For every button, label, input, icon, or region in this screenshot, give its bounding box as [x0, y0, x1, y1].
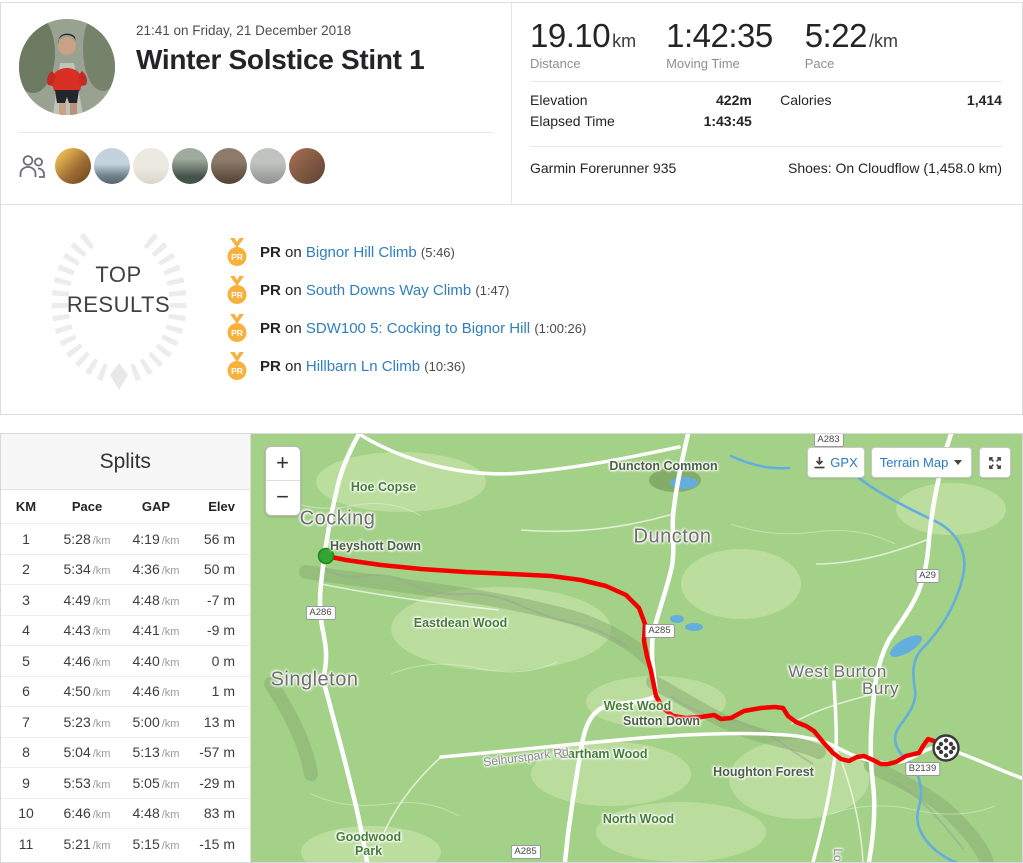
stat-elapsed-time: Elapsed Time 1:43:45 — [530, 113, 752, 129]
split-row[interactable]: 8 5:04/km 5:13/km -57 m — [1, 736, 250, 768]
stat-calories: Calories 1,414 — [780, 92, 1002, 108]
road-shield: A285 — [510, 845, 541, 859]
map-town-label: West Burton — [788, 662, 887, 681]
split-row[interactable]: 4 4:43/km 4:41/km -9 m — [1, 614, 250, 646]
split-row[interactable]: 11 5:21/km 5:15/km -15 m — [1, 828, 250, 859]
achievement-row: PR PR on Bignor Hill Climb (5:46) — [226, 233, 1022, 271]
fullscreen-button[interactable] — [978, 447, 1011, 478]
road-shield: A283 — [813, 434, 844, 447]
gpx-label: GPX — [830, 455, 858, 470]
achievement-row: PR PR on South Downs Way Climb (1:47) — [226, 271, 1022, 309]
achievement-list: PR PR on Bignor Hill Climb (5:46) PR PR … — [226, 205, 1022, 414]
map-terrain-label: Houghton Forest — [713, 765, 814, 779]
map-zoom-control: + − — [264, 446, 301, 516]
primary-stat-pace: 5:22/km Pace — [804, 17, 898, 71]
map-town-label: Duncton — [633, 525, 712, 548]
pr-medal-icon: PR — [227, 275, 247, 304]
activity-datetime: 21:41 on Friday, 21 December 2018 — [136, 23, 352, 38]
svg-text:PR: PR — [231, 289, 243, 299]
splits-title: Splits — [1, 434, 250, 490]
device-name: Garmin Forerunner 935 — [530, 160, 677, 176]
split-row[interactable]: 2 5:34/km 4:36/km 50 m — [1, 553, 250, 585]
map-canvas — [250, 434, 1022, 862]
activity-title: Winter Solstice Stint 1 — [136, 44, 425, 75]
kudos-avatar-6[interactable] — [250, 148, 286, 184]
download-icon — [814, 456, 825, 469]
map-terrain-label: Sutton Down — [622, 714, 701, 728]
splits-column-headers: KM Pace GAP Elev — [15, 499, 235, 514]
shoes-info: Shoes: On Cloudflow (1,458.0 km) — [788, 160, 1002, 176]
athletes-group-icon — [19, 155, 45, 178]
kudos-avatar-7[interactable] — [289, 148, 325, 184]
map-town-label: Cocking — [299, 507, 376, 530]
route-finish-marker — [931, 734, 960, 762]
activity-card: 21:41 on Friday, 21 December 2018 Winter… — [0, 2, 1023, 415]
split-row[interactable]: 7 5:23/km 5:00/km 13 m — [1, 706, 250, 737]
chevron-down-icon — [954, 460, 963, 465]
kudos-avatar-5[interactable] — [211, 148, 247, 184]
divider — [530, 146, 1002, 147]
segment-link[interactable]: South Downs Way Climb — [305, 281, 472, 299]
split-row[interactable]: 5 4:46/km 4:40/km 0 m — [1, 645, 250, 676]
map-town-label: Singleton — [270, 668, 359, 691]
svg-text:PR: PR — [231, 365, 243, 375]
segment-link[interactable]: Bignor Hill Climb — [305, 243, 417, 261]
map-wood-label: Goodwood Park — [335, 830, 402, 858]
map-terrain-label: Duncton Common — [609, 459, 718, 473]
zoom-in-button[interactable]: + — [265, 447, 300, 481]
map-layer-label: Terrain Map — [879, 455, 949, 470]
kudos-avatar-1[interactable] — [55, 148, 91, 184]
top-results-section: TOP RESULTS PR PR on Bignor Hill Climb (… — [1, 204, 1022, 414]
fullscreen-icon — [988, 456, 1001, 469]
splits-table-body: 1 5:28/km 4:19/km 56 m 2 5:34/km 4:36/km… — [1, 523, 250, 859]
pr-medal-icon: PR — [227, 313, 247, 342]
map-layer-dropdown[interactable]: Terrain Map — [870, 447, 972, 478]
split-row[interactable]: 1 5:28/km 4:19/km 56 m — [1, 523, 250, 554]
achievement-row: PR PR on Hillbarn Ln Climb (10:36) — [226, 347, 1022, 385]
map-town-label: Bury — [862, 679, 899, 698]
achievement-row: PR PR on SDW100 5: Cocking to Bignor Hil… — [226, 309, 1022, 347]
primary-stats: 19.10 km Distance 1:42:35 Moving Time 5:2… — [530, 17, 1002, 71]
road-shield: A286 — [305, 606, 336, 620]
map-wood-label: Hoe Copse — [350, 480, 417, 494]
divider — [530, 81, 1002, 82]
svg-text:PR: PR — [231, 251, 243, 261]
split-row[interactable]: 9 5:53/km 5:05/km -29 m — [1, 767, 250, 798]
kudos-avatar-3[interactable] — [133, 148, 169, 184]
top-results-heading: TOP RESULTS — [66, 262, 171, 317]
split-row[interactable]: 10 6:46/km 4:48/km 83 m — [1, 797, 250, 829]
splits-panel: Splits KM Pace GAP Elev 1 5:28/km 4:19/k… — [1, 434, 251, 862]
map-wood-label: Eastdean Wood — [413, 616, 508, 630]
divider — [18, 132, 493, 133]
route-line — [323, 553, 948, 767]
kudos-avatar-2[interactable] — [94, 148, 130, 184]
kudos-row — [17, 148, 328, 184]
road-shield: A285 — [644, 624, 675, 638]
segment-link[interactable]: Hillbarn Ln Climb — [305, 357, 421, 375]
pr-medal-icon: PR — [227, 351, 247, 380]
athlete-avatar[interactable] — [19, 19, 115, 115]
pr-medal-icon: PR — [227, 237, 247, 266]
map-terrain-label: Heyshott Down — [330, 539, 422, 553]
route-start-marker — [317, 547, 334, 565]
gpx-download-button[interactable]: GPX — [806, 447, 865, 478]
segment-link[interactable]: SDW100 5: Cocking to Bignor Hill — [305, 319, 531, 337]
stat-elevation: Elevation 422m — [530, 92, 752, 108]
svg-text:PR: PR — [231, 327, 243, 337]
map-wood-label: North Wood — [602, 812, 675, 826]
split-row[interactable]: 6 4:50/km 4:46/km 1 m — [1, 675, 250, 707]
map-wood-label: West Wood — [603, 699, 672, 713]
zoom-out-button[interactable]: − — [276, 484, 289, 509]
primary-stat-distance: 19.10 km Distance — [530, 17, 637, 71]
laurel-wreath-icon — [51, 229, 187, 390]
road-shield: A29 — [915, 569, 940, 583]
map-road-label: Lo — [830, 848, 845, 862]
split-row[interactable]: 3 4:49/km 4:48/km -7 m — [1, 584, 250, 615]
athlete-photo — [19, 19, 115, 115]
route-map[interactable]: Cocking Singleton Duncton West Burton Bury Ho… — [250, 434, 1022, 862]
primary-stat-moving-time: 1:42:35 Moving Time — [666, 17, 773, 71]
map-wood-label: Eartham Wood — [559, 747, 648, 761]
road-shield: B2139 — [904, 762, 941, 776]
kudos-avatar-4[interactable] — [172, 148, 208, 184]
